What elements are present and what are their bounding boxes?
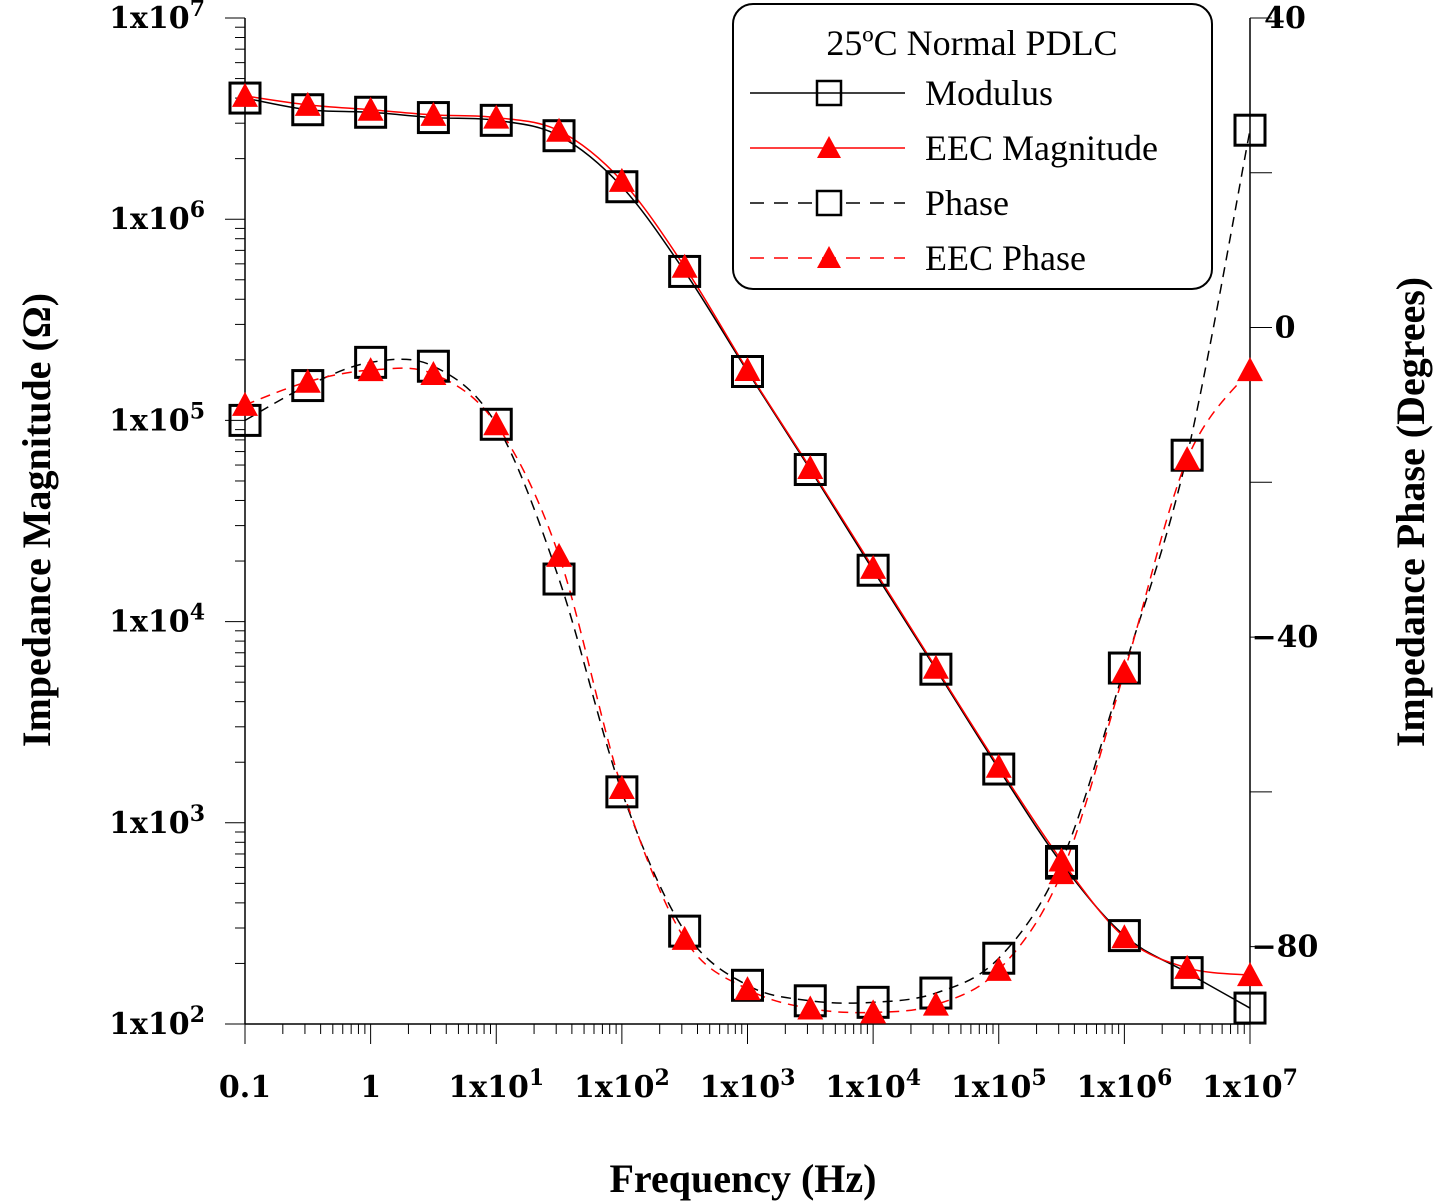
eec-phase-point — [1174, 446, 1201, 471]
eec-magnitude-point — [671, 253, 698, 278]
series-line-eec-phase — [244, 367, 1251, 1014]
eec-magnitude-point — [1237, 962, 1263, 987]
y-right-tick-label: −40 — [1252, 620, 1319, 655]
eec-magnitude-point — [797, 454, 824, 479]
eec-phase-point — [608, 774, 635, 799]
y-left-tick-label: 1x103 — [109, 801, 205, 841]
eec-magnitude-point — [1174, 954, 1201, 979]
eec-magnitude-point — [1111, 924, 1138, 949]
x-tick-label: 1x103 — [700, 1065, 796, 1105]
eec-magnitude-point — [232, 82, 258, 107]
eec-phase-point — [671, 925, 698, 950]
y-left-tick-label: 1x104 — [109, 600, 205, 640]
phase-point — [1233, 113, 1267, 147]
modulus-point — [1107, 919, 1141, 953]
legend-label-modulus: Modulus — [925, 73, 1053, 113]
y-left-tick-label: 1x105 — [109, 398, 205, 438]
y-right-tick-label: −80 — [1252, 930, 1319, 965]
x-tick-label: 1x105 — [951, 1065, 1047, 1105]
legend-title: 25ºC Normal PDLC — [826, 23, 1117, 63]
legend-label-eec-magnitude: EEC Magnitude — [925, 128, 1158, 168]
eec-magnitude-point — [860, 554, 887, 579]
eec-magnitude-point — [546, 117, 573, 142]
y-right-tick-label: 40 — [1264, 1, 1306, 36]
modulus-point — [919, 652, 953, 686]
y-left-tick-label: 1x107 — [109, 0, 205, 36]
eec-phase-point — [1111, 658, 1138, 683]
eec-magnitude-point — [1048, 847, 1075, 872]
x-tick-label: 1x106 — [1076, 1065, 1172, 1105]
eec-phase-point — [734, 976, 761, 1001]
x-tick-label: 0.1 — [219, 1070, 271, 1105]
eec-phase-point — [797, 995, 824, 1020]
axes-layer: 0.1 1 1x101 1x102 1x103 1x104 1x105 1x106 1x107 1… — [109, 0, 1318, 1105]
y-right-axis-title: Impedance Phase (Degrees) — [1388, 277, 1433, 747]
eec-magnitude-point — [734, 357, 761, 382]
modulus-point — [793, 453, 827, 487]
eec-phase-point — [985, 956, 1012, 981]
legend-triangle-marker — [817, 246, 841, 268]
eec-phase-point — [860, 999, 887, 1024]
eec-magnitude-point — [420, 101, 447, 126]
eec-magnitude-point — [357, 96, 384, 121]
x-tick-label: 1x104 — [825, 1065, 921, 1105]
legend-label-phase: Phase — [925, 183, 1009, 223]
legend-square-marker — [815, 189, 843, 217]
eec-magnitude-point — [608, 167, 635, 192]
legend-entry-eec-phase: EEC Phase — [750, 238, 1086, 278]
phase-point — [479, 407, 513, 441]
eec-phase-point — [1048, 860, 1075, 885]
y-left-tick-label: 1x102 — [109, 1002, 205, 1042]
eec-phase-point — [922, 991, 949, 1016]
legend-entry-eec-magnitude: EEC Magnitude — [750, 128, 1158, 168]
legend-label-eec-phase: EEC Phase — [925, 238, 1086, 278]
eec-phase-point — [1237, 357, 1263, 382]
y-left-tick-label: 1x106 — [109, 197, 205, 237]
eec-phase-point — [357, 357, 384, 382]
modulus-point — [1233, 991, 1267, 1025]
phase-point — [1107, 651, 1141, 685]
phase-point — [542, 562, 576, 596]
legend-triangle-marker — [817, 136, 841, 158]
legend-entry-phase: Phase — [750, 183, 1009, 223]
x-tick-label: 1x102 — [574, 1065, 670, 1105]
x-tick-label: 1x107 — [1202, 1065, 1298, 1105]
x-tick-label: 1x101 — [448, 1065, 544, 1105]
y-right-tick-label: 0 — [1275, 311, 1296, 346]
legend-entry-modulus: Modulus — [750, 73, 1053, 113]
y-left-axis-title: Impedance Magnitude (Ω) — [14, 293, 59, 747]
eec-phase-point — [546, 542, 573, 567]
legend-square-marker — [815, 79, 843, 107]
legend: 25ºC Normal PDLC Modulus EEC Magnitude P… — [732, 3, 1213, 290]
eec-phase-point — [420, 360, 447, 385]
x-tick-label: 1 — [360, 1070, 381, 1105]
phase-point — [1170, 438, 1204, 472]
x-axis-title: Frequency (Hz) — [610, 1156, 877, 1201]
legend-box — [732, 3, 1213, 290]
phase-point — [731, 968, 764, 1002]
eec-phase-point — [483, 411, 510, 436]
eec-phase-point — [294, 368, 321, 393]
eec-magnitude-point — [985, 753, 1012, 778]
marker-layer — [228, 81, 1267, 1025]
eec-magnitude-point — [922, 654, 949, 679]
eec-magnitude-point — [483, 104, 510, 129]
eec-phase-point — [232, 391, 258, 416]
modulus-point — [731, 355, 764, 389]
eec-magnitude-point — [294, 91, 321, 116]
